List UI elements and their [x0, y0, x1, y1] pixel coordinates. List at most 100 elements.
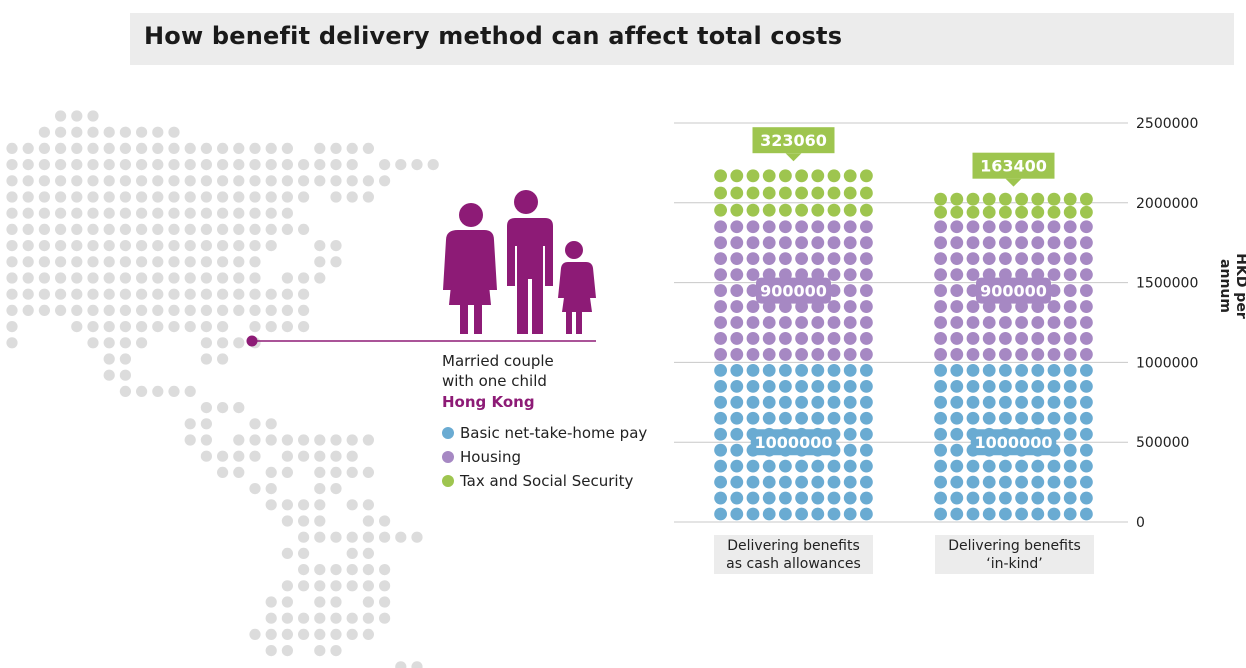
chart-dot — [843, 252, 857, 266]
data-callout-bg — [752, 127, 835, 154]
map-dot — [217, 304, 229, 316]
chart-dot — [1080, 395, 1093, 409]
chart-dot — [999, 363, 1012, 377]
chart-dot — [795, 236, 808, 250]
map-dot — [22, 256, 34, 268]
map-dot — [87, 288, 99, 300]
chart-dot — [1063, 300, 1077, 313]
map-dot — [265, 159, 277, 171]
map-dot — [298, 304, 310, 316]
chart-dot — [999, 348, 1012, 361]
chart-dot — [934, 491, 947, 505]
chart-dot — [982, 252, 996, 266]
chart-dot — [1031, 252, 1045, 266]
chart-dot — [714, 268, 727, 282]
chart-dot — [999, 332, 1012, 345]
map-dot — [249, 628, 261, 641]
chart-dot — [779, 203, 792, 217]
map-dot — [200, 207, 212, 219]
chart-dot — [860, 316, 873, 329]
map-dot — [119, 142, 131, 154]
map-dot — [200, 418, 212, 430]
map-dot — [314, 596, 326, 608]
chart-dot — [934, 252, 947, 266]
map-dot — [314, 483, 326, 495]
chart-dot — [811, 348, 825, 361]
chart-dot — [982, 491, 996, 505]
map-dot — [152, 223, 164, 235]
chart-dot — [843, 491, 857, 505]
y-tick-label: 2500000 — [1136, 116, 1198, 132]
chart-dot — [1031, 379, 1045, 393]
map-dot — [200, 434, 212, 446]
data-callout-bg — [972, 152, 1055, 179]
map-dot — [298, 191, 310, 203]
map-dot — [346, 434, 358, 446]
chart-dot — [795, 363, 808, 377]
category-label-cash: Delivering benefits as cash allowances — [714, 535, 873, 574]
chart-dot — [1047, 395, 1061, 409]
map-dot — [314, 564, 326, 576]
map-dot — [411, 531, 423, 543]
map-dot — [265, 612, 277, 624]
chart-dot — [934, 332, 947, 345]
chart-dot — [1015, 411, 1028, 425]
map-dot — [298, 515, 310, 527]
map-dot — [233, 402, 245, 414]
chart-dot — [1031, 220, 1045, 234]
chart-dot — [999, 395, 1012, 409]
chart-dot — [1080, 192, 1093, 206]
world-map-icon — [6, 110, 596, 668]
map-dot — [249, 288, 261, 300]
chart-dot — [860, 300, 873, 313]
map-dot — [38, 288, 51, 300]
chart-dot — [714, 411, 727, 425]
chart-dot — [1047, 363, 1061, 377]
chart-dot — [762, 459, 776, 473]
map-dot — [314, 466, 326, 478]
map-dot — [265, 191, 277, 203]
chart-dot — [714, 332, 727, 345]
map-dot — [281, 612, 293, 624]
map-dot — [395, 159, 407, 171]
chart-dot — [714, 491, 727, 505]
chart-dot — [934, 443, 947, 457]
info-block: Married couple with one child Hong Kong … — [442, 351, 672, 493]
map-dot — [103, 191, 115, 203]
chart-dot — [934, 300, 947, 313]
chart-dot — [779, 411, 792, 425]
map-dot — [249, 434, 261, 446]
map-dot — [55, 256, 67, 268]
chart-dot — [1063, 252, 1077, 266]
map-dot — [168, 385, 180, 397]
page-title: How benefit delivery method can affect t… — [144, 22, 843, 50]
map-dot — [200, 304, 212, 316]
chart-dot — [934, 284, 947, 297]
map-dot — [346, 580, 358, 592]
chart-dot — [746, 395, 760, 409]
map-dot — [119, 223, 131, 235]
chart-dot — [1063, 443, 1077, 457]
map-dot — [71, 223, 83, 235]
chart-dot — [1047, 348, 1061, 361]
map-dot — [55, 110, 67, 122]
legend-label-tax: Tax and Social Security — [460, 472, 634, 490]
map-dot — [249, 418, 261, 430]
map-dot — [314, 628, 326, 641]
map-dot — [184, 434, 196, 446]
map-dot — [168, 207, 180, 219]
chart-dot — [999, 220, 1012, 234]
map-dot — [298, 547, 310, 560]
map-dot — [362, 466, 374, 478]
map-dot — [87, 207, 99, 219]
map-dot — [217, 223, 229, 235]
map-dot — [330, 612, 342, 624]
map-dot — [38, 191, 51, 203]
map-dot — [298, 175, 310, 187]
map-dot — [265, 499, 277, 511]
map-dot — [22, 272, 34, 284]
chart-dot — [966, 379, 980, 393]
map-dot — [6, 159, 18, 171]
map-dot — [330, 175, 342, 187]
data-label: 163400 — [980, 157, 1047, 176]
